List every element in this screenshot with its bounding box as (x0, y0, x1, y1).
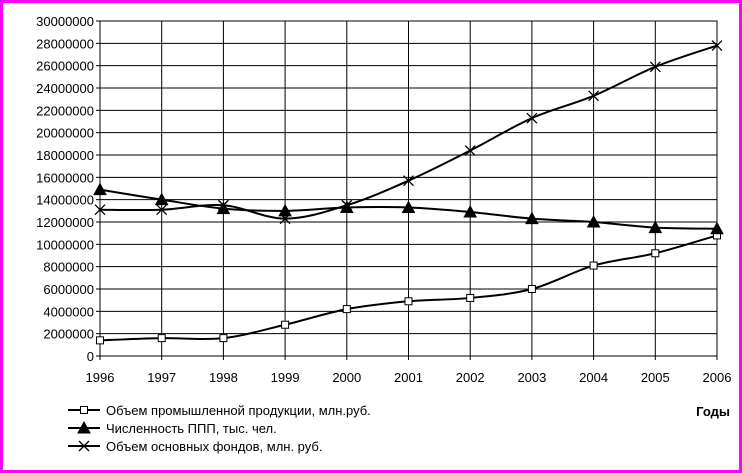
series-3-point (588, 90, 600, 102)
series-3 (94, 40, 723, 225)
series-3-point (649, 61, 661, 73)
series-1-point (527, 285, 536, 293)
series-3-point (217, 199, 229, 211)
y-tick-label: 12000000 (36, 215, 94, 230)
series-1-point (281, 320, 290, 329)
series-3-point (711, 40, 723, 52)
series-3-line (99, 44, 718, 220)
legend-item-2: Численность ППП, тыс. чел. (68, 420, 277, 436)
x-tick-label: 2002 (456, 370, 485, 385)
series-2-point (710, 221, 724, 235)
legend-label: Объем промышленной продукции, млн.руб. (106, 403, 371, 418)
y-tick-label: 14000000 (36, 193, 94, 208)
y-tick-label: 28000000 (36, 36, 94, 51)
x-tick-label: 1998 (209, 370, 238, 385)
series-3-point (94, 204, 106, 216)
series-1-point (589, 261, 598, 270)
series-2-point (586, 214, 601, 228)
legend-item-3: Объем основных фондов, млн. руб. (68, 439, 322, 454)
y-tick-label: 8000000 (43, 260, 94, 275)
x-tick-label: 2005 (641, 370, 670, 385)
legend: Объем промышленной продукции, млн.руб. Чи… (68, 403, 371, 454)
series-2 (93, 182, 724, 235)
series-3-point (156, 204, 168, 216)
y-tick-label: 24000000 (36, 81, 94, 96)
series-2-point (525, 211, 539, 225)
series-1-point (466, 293, 475, 302)
series-2-point (93, 182, 107, 196)
x-tick-label: 2003 (517, 370, 546, 385)
y-tick-label: 0 (87, 349, 94, 364)
x-tick-label: 1996 (86, 370, 115, 385)
y-tick-label: 26000000 (36, 59, 94, 74)
y-tick-label: 2000000 (43, 327, 94, 342)
legend-swatch-marker (78, 440, 90, 452)
series-2-point (463, 204, 478, 218)
y-tick-label: 4000000 (43, 304, 94, 319)
series-1-point (219, 334, 228, 343)
x-tick-label: 2006 (703, 370, 732, 385)
y-tick-label: 20000000 (36, 126, 94, 141)
series-1-point (157, 334, 166, 343)
series-1-point (651, 249, 660, 258)
axis-layer: 0 2000000 4000000 6000000 8000000 10000000 120… (36, 14, 731, 385)
series-3-point (341, 199, 353, 211)
series-2-point (401, 200, 416, 213)
x-tick-label: 2000 (332, 370, 361, 385)
series-layer (93, 40, 724, 345)
y-tick-label: 16000000 (36, 170, 94, 185)
series-2-point (154, 192, 169, 206)
x-tick-label: 1997 (147, 370, 176, 385)
y-tick-label: 6000000 (43, 282, 94, 297)
x-tick-label: 2004 (579, 370, 608, 385)
legend-swatch-marker (80, 406, 88, 414)
series-3-point (526, 112, 538, 124)
legend-label: Численность ППП, тыс. чел. (106, 421, 277, 436)
y-tick-label: 18000000 (36, 148, 94, 163)
series-2-point (648, 220, 663, 234)
x-axis-title: Годы (696, 404, 730, 419)
grid-layer (99, 20, 718, 357)
legend-item-1: Объем промышленной продукции, млн.руб. (68, 403, 371, 418)
y-tick-label: 22000000 (36, 103, 94, 118)
y-tick-label: 30000000 (36, 14, 94, 29)
x-tick-label: 2001 (394, 370, 423, 385)
series-1-point (96, 336, 104, 345)
y-tick-label: 10000000 (36, 237, 94, 252)
series-2-point (278, 203, 292, 217)
series-3-point (403, 175, 414, 187)
series-1-point (404, 297, 413, 306)
legend-swatch-marker (77, 420, 91, 434)
series-1 (96, 231, 721, 345)
legend-label: Объем основных фондов, млн. руб. (106, 439, 322, 454)
series-3-point (464, 145, 476, 156)
x-tick-label: 1999 (271, 370, 300, 385)
series-3-point (279, 213, 291, 225)
series-1-point (342, 305, 351, 314)
